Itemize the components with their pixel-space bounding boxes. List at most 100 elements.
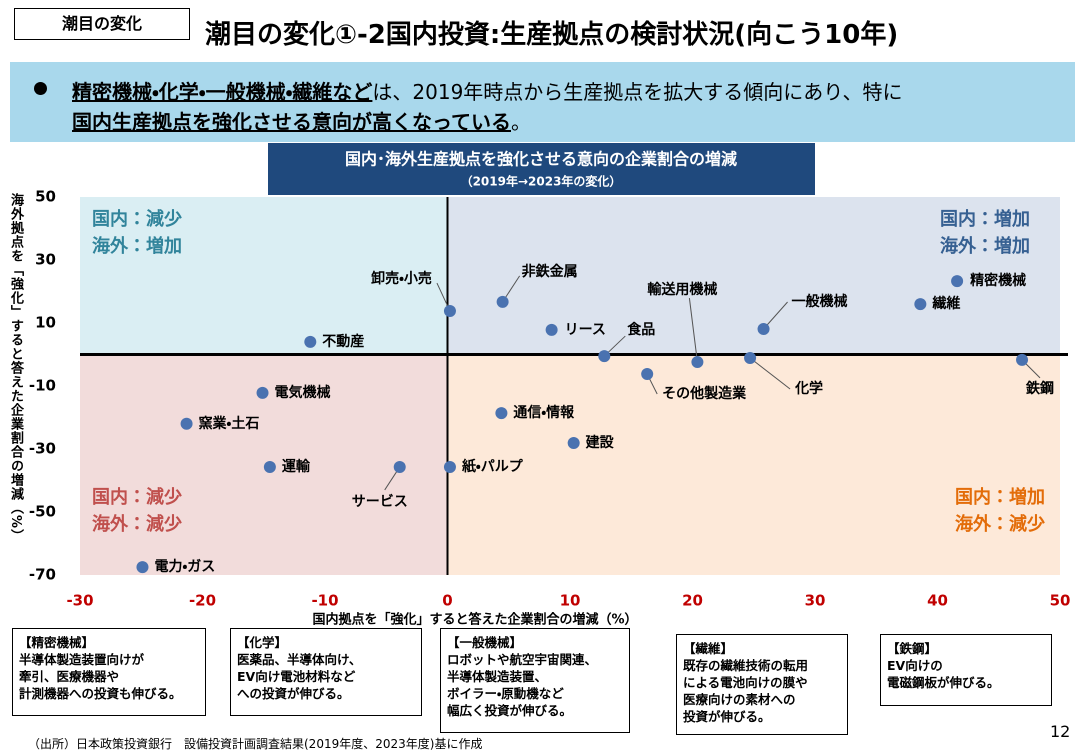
quadrant-label: 海外：減少 bbox=[955, 513, 1045, 535]
quadrant-label: 国内：減少 bbox=[92, 208, 182, 230]
data-point bbox=[744, 351, 757, 364]
note-line: ボイラー・原動機など bbox=[447, 686, 564, 701]
y-tick-label: -30 bbox=[29, 440, 56, 458]
point-label: 電気機械 bbox=[275, 384, 331, 401]
point-label: 食品 bbox=[627, 321, 655, 338]
data-point bbox=[641, 368, 654, 381]
summary-text: は、2019年時点から生産拠点を拡大する傾向にあり、特に bbox=[372, 80, 903, 104]
point-label: 卸売・小売 bbox=[371, 270, 432, 287]
leader-line bbox=[749, 357, 791, 390]
point-label: 運輸 bbox=[282, 458, 311, 475]
point-label: 輸送用機械 bbox=[647, 281, 717, 298]
point-label: 化学 bbox=[794, 380, 823, 397]
summary-line: 精密機械・化学・一般機械・繊維などは、2019年時点から生産拠点を拡大する傾向に… bbox=[72, 76, 903, 105]
quadrant-label: 海外：増加 bbox=[92, 235, 182, 257]
data-point bbox=[567, 437, 580, 450]
leader-line bbox=[763, 301, 788, 330]
note-line: EV向け電池材料など bbox=[237, 669, 356, 684]
data-point bbox=[757, 322, 770, 335]
note-line: 幅広く投資が伸びる。 bbox=[447, 703, 573, 718]
note-line: 投資が伸びる。 bbox=[683, 709, 771, 724]
summary-emphasis: 精密機械・化学・一般機械・繊維など bbox=[72, 80, 373, 104]
point-label: サービス bbox=[352, 494, 408, 510]
x-tick-label: -30 bbox=[66, 592, 93, 610]
data-point bbox=[1016, 353, 1029, 366]
x-tick-label: 30 bbox=[805, 592, 826, 610]
y-tick-label: -50 bbox=[29, 503, 56, 521]
quadrant-label: 国内：減少 bbox=[92, 486, 182, 508]
note-line: 医療向けの素材への bbox=[683, 692, 796, 707]
data-point bbox=[598, 350, 611, 363]
data-point bbox=[180, 417, 193, 430]
page-number: 12 bbox=[1050, 722, 1071, 741]
quadrant-label: 国内：増加 bbox=[955, 486, 1045, 508]
point-label: 非鉄金属 bbox=[522, 263, 578, 280]
note-line: への投資が伸びる。 bbox=[237, 686, 350, 701]
x-tick-label: 10 bbox=[560, 592, 581, 610]
note-line: 医薬品、半導体向け、 bbox=[237, 652, 362, 667]
point-label: 精密機械 bbox=[970, 272, 1026, 289]
chart-title: 国内･海外生産拠点を強化させる意向の企業割合の増減 bbox=[345, 150, 737, 169]
data-point bbox=[136, 561, 149, 574]
point-label: 一般機械 bbox=[792, 293, 848, 310]
note-line: 【化学】 bbox=[237, 635, 288, 650]
point-label: 紙・パルプ bbox=[462, 458, 524, 475]
data-point bbox=[496, 295, 509, 308]
y-tick-label: -70 bbox=[29, 566, 56, 584]
note-line: 既存の繊維技術の転用 bbox=[683, 658, 809, 673]
y-tick-label: -10 bbox=[29, 377, 56, 395]
note-box: 【精密機械】半導体製造装置向けが 牽引、医療機器や計測機器への投資も伸びる。 bbox=[12, 628, 206, 716]
x-tick-label: -10 bbox=[311, 592, 338, 610]
summary-line: 国内生産拠点を強化させる意向が高くなっている。 bbox=[72, 106, 531, 135]
y-tick-label: 10 bbox=[35, 314, 56, 332]
section-tag: 潮目の変化 bbox=[14, 8, 190, 40]
x-axis-label: 国内拠点を「強化」すると答えた企業割合の増減（%） bbox=[312, 612, 637, 628]
note-box: 【一般機械】 ロボットや航空宇宙関連、 半導体製造装置、 ボイラー・原動機など 幅広く投… bbox=[440, 628, 630, 733]
point-label: 不動産 bbox=[322, 333, 364, 350]
data-point bbox=[951, 275, 964, 288]
x-tick-label: 50 bbox=[1050, 592, 1071, 610]
note-box: 【鉄鋼】 EV向けの 電磁鋼板が伸びる。 bbox=[880, 634, 1052, 706]
note-line: 【一般機械】 bbox=[447, 635, 523, 650]
data-point bbox=[256, 386, 269, 399]
point-label: 繊維 bbox=[931, 295, 960, 312]
note-box: 【化学】医薬品、半導体向け、 EV向け電池材料など への投資が伸びる。 bbox=[230, 628, 422, 716]
quadrant-bg bbox=[80, 197, 448, 355]
quadrant-bg bbox=[447, 354, 1060, 575]
summary-band bbox=[10, 62, 1075, 142]
note-line: 電磁鋼板が伸びる。 bbox=[887, 675, 1000, 690]
point-label: その他製造業 bbox=[662, 385, 747, 402]
note-line: ロボットや航空宇宙関連、 bbox=[447, 652, 598, 667]
point-label: リース bbox=[565, 322, 606, 338]
point-label: 建設 bbox=[585, 434, 615, 451]
note-line: 【繊維】 bbox=[683, 641, 734, 656]
x-tick-label: 40 bbox=[927, 592, 948, 610]
point-label: 通信・情報 bbox=[513, 404, 575, 421]
bullet-dot bbox=[34, 82, 47, 95]
slide-title: 潮目の変化①-2国内投資:生産拠点の検討状況(向こう10年) bbox=[205, 20, 899, 50]
summary-emphasis: 国内生産拠点を強化させる意向が高くなっている bbox=[72, 110, 511, 134]
note-line: 半導体製造装置向けが bbox=[19, 652, 145, 667]
y-tick-label: 30 bbox=[35, 251, 56, 269]
data-point bbox=[443, 305, 456, 318]
note-line: 計測機器への投資も伸びる。 bbox=[19, 686, 182, 701]
source-note: （出所）日本政策投資銀行 設備投資計画調査結果(2019年度、2023年度)基に… bbox=[28, 737, 483, 751]
summary-text: 。 bbox=[511, 110, 531, 134]
data-point bbox=[304, 335, 317, 348]
data-point bbox=[263, 460, 276, 473]
y-axis-label: 海外拠点を「強化」すると答えた企業割合の増減（%） bbox=[8, 193, 23, 544]
x-tick-label: 0 bbox=[442, 592, 452, 610]
note-box: 【繊維】 既存の繊維技術の転用 による電池向けの膜や 医療向けの素材への 投資が伸びる。 bbox=[676, 634, 848, 735]
quadrant-label: 国内：増加 bbox=[940, 208, 1030, 230]
note-line: 牽引、医療機器や bbox=[19, 669, 120, 684]
point-label: 鉄鋼 bbox=[1025, 380, 1054, 397]
chart-subtitle: （2019年→2023年の変化） bbox=[461, 174, 622, 189]
point-label: 電力・ガス bbox=[154, 558, 215, 575]
y-tick-label: 50 bbox=[35, 188, 56, 206]
quadrant-label: 海外：減少 bbox=[92, 513, 182, 535]
note-line: 【精密機械】 bbox=[19, 635, 95, 650]
chart-title-box bbox=[268, 143, 815, 195]
